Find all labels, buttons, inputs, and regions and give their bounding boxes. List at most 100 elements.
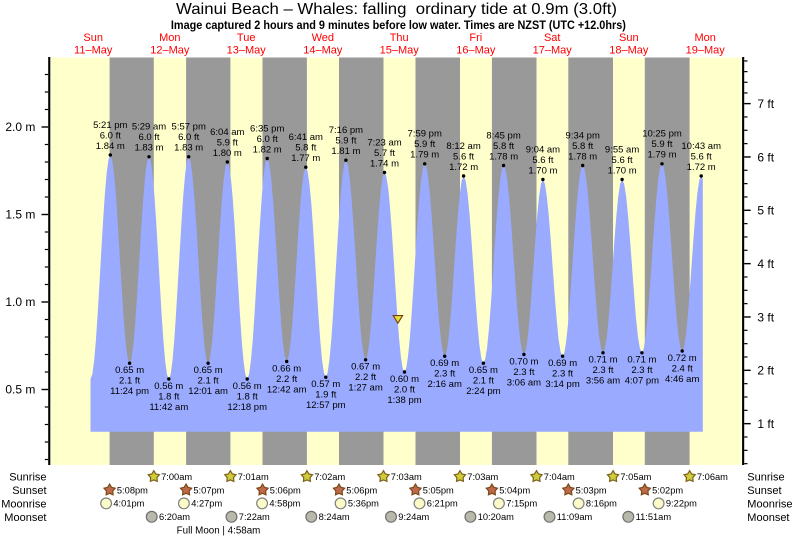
svg-text:5:21 pm: 5:21 pm xyxy=(93,120,127,131)
svg-text:12–May: 12–May xyxy=(150,45,190,57)
svg-text:Sunset: Sunset xyxy=(12,485,46,497)
svg-text:7:05am: 7:05am xyxy=(620,472,651,482)
svg-text:5.7 ft: 5.7 ft xyxy=(374,148,395,159)
svg-text:2.3 ft: 2.3 ft xyxy=(513,367,534,378)
svg-text:1.83 m: 1.83 m xyxy=(174,143,203,154)
svg-text:9:04 am: 9:04 am xyxy=(526,144,560,155)
svg-text:8:12 am: 8:12 am xyxy=(446,141,480,152)
svg-text:Moonset: Moonset xyxy=(747,512,789,524)
svg-text:1.72 m: 1.72 m xyxy=(449,162,478,173)
svg-text:1:27 am: 1:27 am xyxy=(348,383,382,394)
svg-text:0.70 m: 0.70 m xyxy=(509,356,538,367)
svg-text:6:41 am: 6:41 am xyxy=(289,132,323,143)
svg-text:Moonrise: Moonrise xyxy=(747,498,792,510)
svg-text:5.9 ft: 5.9 ft xyxy=(414,139,435,150)
svg-text:2.2 ft: 2.2 ft xyxy=(355,372,376,383)
svg-text:5.6 ft: 5.6 ft xyxy=(532,155,553,166)
svg-text:4:46 am: 4:46 am xyxy=(665,374,699,385)
svg-text:1.79 m: 1.79 m xyxy=(410,150,439,161)
svg-text:5.9 ft: 5.9 ft xyxy=(217,137,238,148)
svg-text:5.8 ft: 5.8 ft xyxy=(295,143,316,154)
svg-text:6.0 ft: 6.0 ft xyxy=(100,130,121,141)
svg-text:3:56 am: 3:56 am xyxy=(586,376,620,387)
svg-text:Sat: Sat xyxy=(544,32,561,44)
svg-text:9:24am: 9:24am xyxy=(398,512,429,522)
svg-text:0.66 m: 0.66 m xyxy=(272,363,301,374)
svg-text:9:55 am: 9:55 am xyxy=(605,144,639,155)
svg-text:11:51am: 11:51am xyxy=(636,512,672,522)
svg-text:1.74 m: 1.74 m xyxy=(370,158,399,169)
svg-text:8:45 pm: 8:45 pm xyxy=(486,130,520,141)
svg-text:12:57 pm: 12:57 pm xyxy=(306,400,346,411)
svg-text:6 ft: 6 ft xyxy=(757,150,774,164)
svg-text:15–May: 15–May xyxy=(380,45,420,57)
svg-text:1.70 m: 1.70 m xyxy=(528,165,557,176)
svg-text:11:24 pm: 11:24 pm xyxy=(110,386,149,397)
svg-text:2.0 ft: 2.0 ft xyxy=(394,384,415,395)
svg-text:5:08pm: 5:08pm xyxy=(117,485,148,495)
svg-text:Mon: Mon xyxy=(694,32,715,44)
svg-text:6:35 pm: 6:35 pm xyxy=(250,123,284,134)
svg-text:2.1 ft: 2.1 ft xyxy=(198,376,219,387)
svg-text:4:01pm: 4:01pm xyxy=(113,499,144,509)
svg-text:12:18 pm: 12:18 pm xyxy=(227,402,267,413)
svg-text:5.6 ft: 5.6 ft xyxy=(612,155,633,166)
svg-text:2.3 ft: 2.3 ft xyxy=(434,369,455,380)
svg-text:1.84 m: 1.84 m xyxy=(96,141,125,152)
svg-text:13–May: 13–May xyxy=(227,45,267,57)
svg-text:5:05pm: 5:05pm xyxy=(423,485,454,495)
svg-text:1.83 m: 1.83 m xyxy=(134,143,163,154)
svg-text:8:24am: 8:24am xyxy=(319,512,350,522)
svg-text:5:04pm: 5:04pm xyxy=(499,485,530,495)
svg-text:0.65 m: 0.65 m xyxy=(469,365,498,376)
svg-text:7:23 am: 7:23 am xyxy=(367,137,401,148)
svg-text:16–May: 16–May xyxy=(456,45,496,57)
svg-text:0.72 m: 0.72 m xyxy=(668,353,697,364)
svg-text:3:14 pm: 3:14 pm xyxy=(545,379,579,390)
svg-text:5:36pm: 5:36pm xyxy=(348,499,379,509)
svg-text:5.8 ft: 5.8 ft xyxy=(572,141,593,152)
svg-text:1.9 ft: 1.9 ft xyxy=(315,390,336,401)
svg-text:Sunset: Sunset xyxy=(747,485,781,497)
svg-text:7:59 pm: 7:59 pm xyxy=(408,129,442,140)
svg-text:0.5 m: 0.5 m xyxy=(5,383,35,397)
svg-text:9:22pm: 9:22pm xyxy=(666,499,697,509)
svg-text:2.1 ft: 2.1 ft xyxy=(119,376,140,387)
svg-text:Wed: Wed xyxy=(312,32,334,44)
svg-text:0.56 m: 0.56 m xyxy=(154,381,183,392)
svg-text:1.8 ft: 1.8 ft xyxy=(158,391,179,402)
svg-text:17–May: 17–May xyxy=(533,45,573,57)
svg-text:7:22am: 7:22am xyxy=(239,512,270,522)
svg-text:3 ft: 3 ft xyxy=(757,310,774,324)
svg-text:Sun: Sun xyxy=(83,32,103,44)
svg-text:7:00am: 7:00am xyxy=(161,472,192,482)
svg-text:5:02pm: 5:02pm xyxy=(652,485,683,495)
svg-text:1.78 m: 1.78 m xyxy=(489,151,518,162)
svg-text:2.4 ft: 2.4 ft xyxy=(672,363,693,374)
svg-text:5:06pm: 5:06pm xyxy=(270,485,301,495)
svg-text:2:16 am: 2:16 am xyxy=(428,379,462,390)
svg-text:0.65 m: 0.65 m xyxy=(115,365,144,376)
svg-text:6:04 am: 6:04 am xyxy=(210,127,244,138)
svg-text:7:01am: 7:01am xyxy=(238,472,269,482)
svg-text:Image captured 2 hours and 9 m: Image captured 2 hours and 9 minutes bef… xyxy=(171,19,626,32)
svg-text:2.1 ft: 2.1 ft xyxy=(473,376,494,387)
svg-text:5:06pm: 5:06pm xyxy=(346,485,377,495)
svg-text:6.0 ft: 6.0 ft xyxy=(138,132,159,143)
svg-text:0.60 m: 0.60 m xyxy=(390,374,419,385)
svg-text:5.6 ft: 5.6 ft xyxy=(691,151,712,162)
svg-text:7 ft: 7 ft xyxy=(757,97,774,111)
svg-text:4 ft: 4 ft xyxy=(757,257,774,271)
svg-text:1.77 m: 1.77 m xyxy=(291,153,320,164)
svg-text:10:43 am: 10:43 am xyxy=(681,141,721,152)
svg-text:1.5 m: 1.5 m xyxy=(5,208,35,222)
svg-text:1.8 ft: 1.8 ft xyxy=(237,391,258,402)
svg-text:7:04am: 7:04am xyxy=(544,472,575,482)
svg-text:0.69 m: 0.69 m xyxy=(430,358,459,369)
svg-text:18–May: 18–May xyxy=(609,45,649,57)
svg-text:6:21pm: 6:21pm xyxy=(427,499,458,509)
svg-text:8:16pm: 8:16pm xyxy=(586,499,617,509)
svg-text:6:20am: 6:20am xyxy=(159,512,190,522)
svg-text:7:03am: 7:03am xyxy=(467,472,498,482)
svg-text:Moonset: Moonset xyxy=(4,512,46,524)
